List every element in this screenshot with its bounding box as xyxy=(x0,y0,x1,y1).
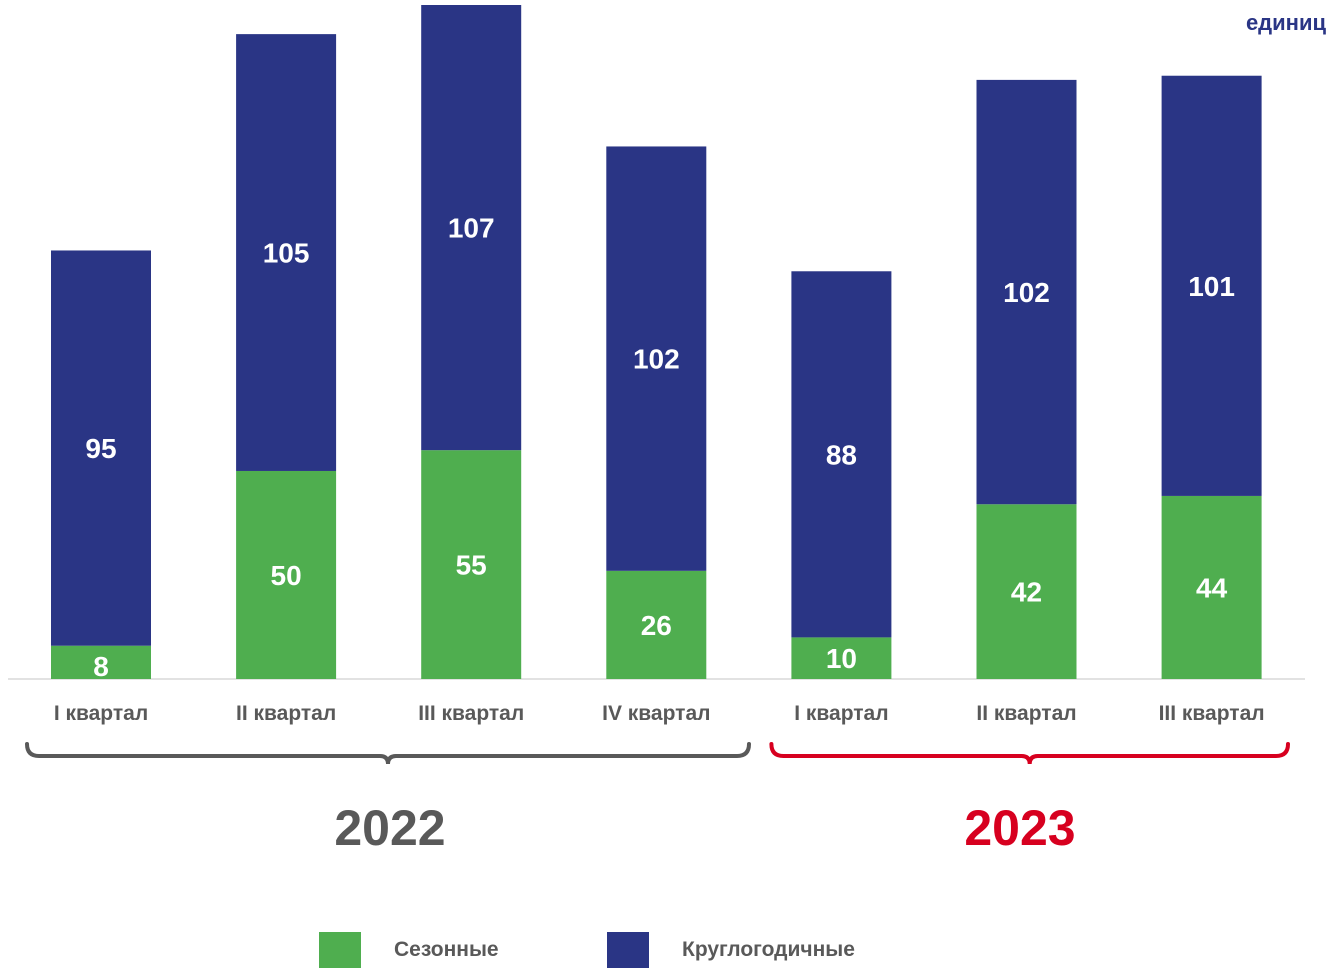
bar-year-round-2 xyxy=(236,34,337,471)
bar-seasonal-5 xyxy=(791,637,892,679)
data-label-seasonal-5: 10 xyxy=(826,643,857,674)
bar-year-round-5 xyxy=(791,271,892,638)
bar-year-round-3 xyxy=(421,5,522,451)
data-label-year-round-3: 107 xyxy=(448,213,495,244)
data-label-year-round-7: 101 xyxy=(1188,271,1235,302)
legend-item-seasonal: Сезонные xyxy=(319,932,499,968)
bar-seasonal-2 xyxy=(236,470,337,679)
legend: Сезонные Круглогодичные xyxy=(0,932,1329,968)
data-label-seasonal-4: 26 xyxy=(641,610,672,641)
data-label-year-round-6: 102 xyxy=(1003,277,1050,308)
bar-seasonal-7 xyxy=(1161,495,1262,679)
tick-label-6: II квартал xyxy=(976,702,1076,725)
bar-seasonal-4 xyxy=(606,570,707,679)
bar-year-round-6 xyxy=(976,79,1077,505)
data-label-seasonal-7: 44 xyxy=(1196,572,1228,603)
bar-seasonal-3 xyxy=(421,450,522,679)
tick-label-3: III квартал xyxy=(418,702,524,725)
year-bracket-2023 xyxy=(769,742,1290,765)
legend-item-year-round: Круглогодичные xyxy=(607,932,855,968)
tick-label-5: I квартал xyxy=(794,702,888,725)
legend-label-year-round: Круглогодичные xyxy=(682,938,855,961)
bar-year-round-7 xyxy=(1161,75,1262,496)
data-label-year-round-4: 102 xyxy=(633,344,680,375)
tick-label-2: II квартал xyxy=(236,702,336,725)
tick-label-4: IV квартал xyxy=(602,702,710,725)
year-label-2023: 2023 xyxy=(964,800,1075,856)
legend-swatch-year-round xyxy=(607,932,649,968)
data-label-year-round-1: 95 xyxy=(85,433,116,464)
legend-swatch-seasonal xyxy=(319,932,361,968)
data-label-seasonal-3: 55 xyxy=(456,550,487,581)
bar-seasonal-6 xyxy=(976,504,1077,679)
year-label-2022: 2022 xyxy=(334,800,445,856)
bar-year-round-4 xyxy=(606,146,707,571)
bar-seasonal-1 xyxy=(51,645,151,679)
data-label-seasonal-1: 8 xyxy=(93,651,109,682)
data-label-year-round-5: 88 xyxy=(826,439,857,470)
legend-label-seasonal: Сезонные xyxy=(394,938,499,961)
tick-label-1: I квартал xyxy=(54,702,148,725)
tick-label-7: III квартал xyxy=(1159,702,1265,725)
data-label-seasonal-2: 50 xyxy=(271,560,302,591)
data-label-year-round-2: 105 xyxy=(263,238,310,269)
data-label-seasonal-6: 42 xyxy=(1011,577,1042,608)
unit-label: единиц xyxy=(1245,10,1326,35)
bar-year-round-1 xyxy=(51,250,151,646)
year-bracket-2022 xyxy=(25,742,751,765)
